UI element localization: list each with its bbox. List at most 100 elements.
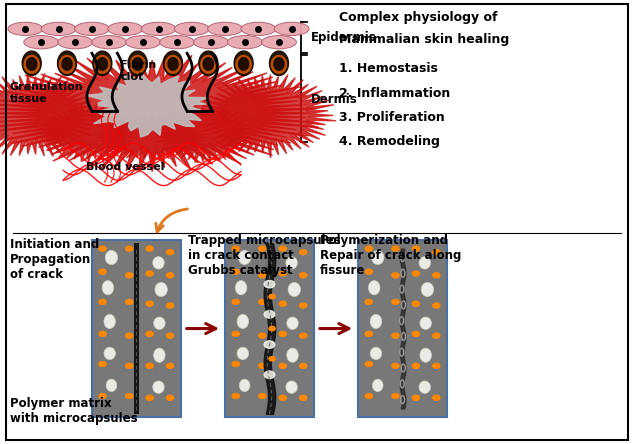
Polygon shape <box>198 75 336 158</box>
Polygon shape <box>86 72 209 137</box>
Circle shape <box>279 246 287 251</box>
Circle shape <box>300 303 307 308</box>
Ellipse shape <box>160 36 195 49</box>
Ellipse shape <box>208 22 242 36</box>
Text: Blood vessel: Blood vessel <box>86 162 164 171</box>
Ellipse shape <box>419 381 430 393</box>
Text: Trapped microcapsules
in crack contact
Grubbs catalyst: Trapped microcapsules in crack contact G… <box>188 234 341 278</box>
Circle shape <box>232 299 239 305</box>
Ellipse shape <box>174 22 209 36</box>
Circle shape <box>99 393 106 399</box>
Ellipse shape <box>286 381 297 393</box>
Circle shape <box>279 363 287 369</box>
Ellipse shape <box>104 314 115 329</box>
Circle shape <box>126 273 133 278</box>
Polygon shape <box>96 115 209 159</box>
Ellipse shape <box>153 257 164 269</box>
Ellipse shape <box>41 22 76 36</box>
Polygon shape <box>271 56 287 73</box>
Polygon shape <box>60 56 75 73</box>
Polygon shape <box>0 73 100 156</box>
Polygon shape <box>58 51 77 75</box>
Ellipse shape <box>108 22 143 36</box>
Circle shape <box>264 281 275 288</box>
Ellipse shape <box>92 36 127 49</box>
Ellipse shape <box>58 36 93 49</box>
Text: 1. Hemostasis: 1. Hemostasis <box>339 62 438 75</box>
Polygon shape <box>269 51 288 75</box>
Circle shape <box>365 246 372 251</box>
Polygon shape <box>274 58 284 70</box>
Ellipse shape <box>421 282 434 297</box>
Ellipse shape <box>241 22 276 36</box>
Ellipse shape <box>193 36 228 49</box>
Ellipse shape <box>153 317 165 329</box>
Text: Polymerization and
Repair of crack along
fissure: Polymerization and Repair of crack along… <box>320 234 462 278</box>
Circle shape <box>232 393 239 399</box>
Circle shape <box>167 333 174 338</box>
Circle shape <box>232 361 239 367</box>
Circle shape <box>300 363 307 369</box>
Ellipse shape <box>235 281 247 295</box>
Circle shape <box>259 393 266 399</box>
Circle shape <box>259 273 266 278</box>
Circle shape <box>99 269 106 274</box>
Circle shape <box>269 326 275 331</box>
Text: Dermis: Dermis <box>311 93 358 107</box>
Ellipse shape <box>106 379 117 392</box>
Ellipse shape <box>8 22 43 36</box>
Ellipse shape <box>368 281 380 295</box>
Ellipse shape <box>126 36 160 49</box>
Ellipse shape <box>261 36 296 49</box>
Text: Polymer matrix
with microcapsules: Polymer matrix with microcapsules <box>10 397 137 425</box>
Text: Initiation and
Propagation
of crack: Initiation and Propagation of crack <box>10 238 99 281</box>
Circle shape <box>412 363 420 369</box>
Ellipse shape <box>237 314 249 329</box>
Bar <box>134 243 139 414</box>
Bar <box>225 240 314 417</box>
Ellipse shape <box>372 379 383 392</box>
Ellipse shape <box>370 314 382 329</box>
Ellipse shape <box>24 36 58 49</box>
Circle shape <box>392 299 399 305</box>
Circle shape <box>126 363 133 369</box>
Bar <box>358 240 447 417</box>
Polygon shape <box>168 58 178 70</box>
Polygon shape <box>27 58 37 70</box>
Polygon shape <box>22 51 41 75</box>
Text: 4. Remodeling: 4. Remodeling <box>339 135 440 148</box>
Ellipse shape <box>370 347 382 360</box>
Ellipse shape <box>372 250 384 265</box>
Circle shape <box>433 273 440 278</box>
FancyArrowPatch shape <box>156 209 188 232</box>
Circle shape <box>300 333 307 338</box>
Circle shape <box>412 301 420 306</box>
Circle shape <box>259 246 266 251</box>
Circle shape <box>126 393 133 399</box>
Text: Granulation
tissue: Granulation tissue <box>10 83 83 104</box>
Polygon shape <box>152 105 254 163</box>
Ellipse shape <box>420 348 431 362</box>
Circle shape <box>433 250 440 255</box>
Circle shape <box>269 294 275 299</box>
Circle shape <box>300 273 307 278</box>
Circle shape <box>279 331 287 337</box>
Circle shape <box>433 395 440 400</box>
Polygon shape <box>62 58 72 70</box>
Ellipse shape <box>237 347 249 360</box>
Text: Mammalian skin healing: Mammalian skin healing <box>339 33 510 46</box>
Ellipse shape <box>155 282 167 297</box>
Circle shape <box>279 395 287 400</box>
Text: Fibrin
clot: Fibrin clot <box>120 60 157 82</box>
Circle shape <box>99 331 106 337</box>
Polygon shape <box>93 51 112 75</box>
Circle shape <box>365 331 372 337</box>
Circle shape <box>146 271 153 276</box>
Circle shape <box>300 395 307 400</box>
Polygon shape <box>236 56 251 73</box>
Circle shape <box>259 333 266 338</box>
Circle shape <box>264 371 275 378</box>
Ellipse shape <box>153 381 164 393</box>
Text: 3. Proliferation: 3. Proliferation <box>339 111 445 124</box>
Ellipse shape <box>419 257 430 269</box>
